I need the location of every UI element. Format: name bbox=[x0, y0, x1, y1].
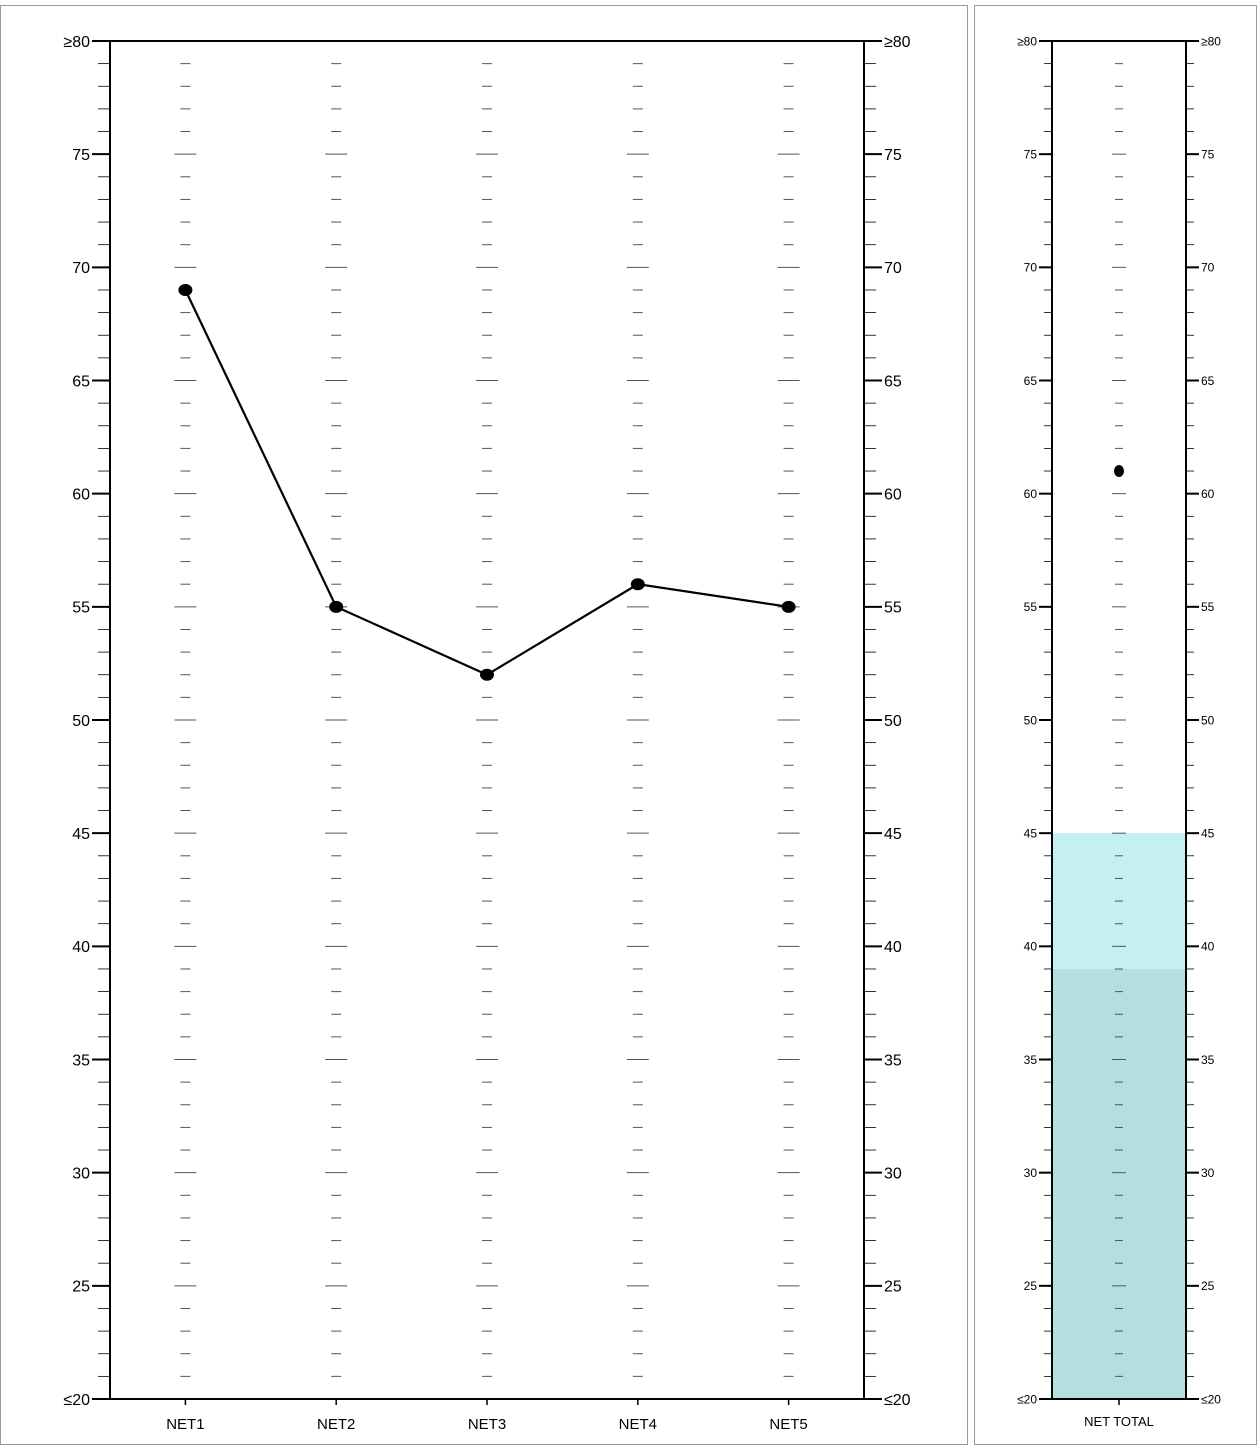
y-tick-label-right: ≥80 bbox=[884, 34, 911, 51]
y-tick-label-right: 30 bbox=[884, 1165, 902, 1182]
y-tick-label-left: 65 bbox=[72, 373, 90, 390]
data-point-net5 bbox=[781, 600, 796, 613]
y-tick-label-left: 30 bbox=[72, 1165, 90, 1182]
y-tick-label-right: 55 bbox=[884, 600, 902, 617]
data-point-net1 bbox=[178, 283, 193, 296]
category-dash-column-4 bbox=[626, 63, 649, 1377]
y-tick-label-left: 70 bbox=[1024, 261, 1038, 275]
category-dash-column-1 bbox=[174, 63, 197, 1377]
category-dash-column-3 bbox=[476, 63, 498, 1377]
range-band-1 bbox=[1052, 968, 1186, 1399]
series-line-1 bbox=[184, 289, 789, 676]
main-chart: ≤20 ≤20 25 25 30 30 35 35 40 40 45 45 50 50 55 55 60 60 65… bbox=[63, 34, 911, 1433]
y-tick-label-left: 40 bbox=[1024, 940, 1038, 954]
y-tick-label-right: ≤20 bbox=[1201, 1392, 1221, 1406]
y-tick-label-left: 75 bbox=[1024, 147, 1038, 161]
y-tick-label-left: 40 bbox=[72, 939, 90, 956]
category-dash-column-5 bbox=[777, 63, 800, 1377]
y-tick-label-right: 35 bbox=[884, 1052, 902, 1069]
category-dash-column-2 bbox=[325, 63, 348, 1377]
y-tick-label-left: 50 bbox=[1024, 713, 1038, 727]
y-tick-label-left: ≥80 bbox=[1017, 34, 1037, 48]
y-tick-label-right: 50 bbox=[884, 713, 902, 730]
y-tick-label-left: 55 bbox=[72, 600, 90, 617]
data-point-net3 bbox=[480, 668, 494, 681]
y-tick-label-left: 25 bbox=[72, 1279, 90, 1296]
y-tick-label-left: 45 bbox=[72, 826, 90, 843]
y-tick-label-right: 45 bbox=[1201, 826, 1215, 840]
y-tick-label-left: 75 bbox=[72, 147, 90, 164]
y-tick-label-right: 40 bbox=[1201, 940, 1215, 954]
y-tick-label-right: 50 bbox=[1201, 713, 1215, 727]
y-tick-label-left: 55 bbox=[1024, 600, 1038, 614]
y-tick-label-right: 25 bbox=[884, 1279, 902, 1296]
y-tick-label-right: 75 bbox=[884, 147, 902, 164]
x-tick-label-net-total: NET TOTAL bbox=[1084, 1414, 1154, 1429]
total-chart: ≤20 ≤20 25 25 30 30 35 35 40 40 45 45 50 50 55 55 60 60 65… bbox=[1017, 34, 1221, 1429]
y-tick-label-left: ≤20 bbox=[63, 1392, 90, 1409]
y-tick-label-right: 70 bbox=[1201, 261, 1215, 275]
x-tick-label-net5: NET5 bbox=[769, 1416, 807, 1433]
x-tick-label-net3: NET3 bbox=[468, 1416, 506, 1433]
y-tick-label-right: 25 bbox=[1201, 1279, 1215, 1293]
y-tick-label-right: ≥80 bbox=[1201, 34, 1221, 48]
y-tick-label-right: 65 bbox=[1201, 374, 1215, 388]
y-tick-label-left: 25 bbox=[1024, 1279, 1038, 1293]
y-tick-label-left: 60 bbox=[1024, 487, 1038, 501]
y-tick-label-right: 30 bbox=[1201, 1166, 1215, 1180]
x-tick-label-net1: NET1 bbox=[166, 1416, 204, 1433]
y-tick-label-right: 60 bbox=[884, 486, 902, 503]
category-dash-column-1 bbox=[1112, 63, 1126, 1377]
y-tick-label-left: ≤20 bbox=[1017, 1392, 1037, 1406]
y-tick-label-left: 60 bbox=[72, 486, 90, 503]
y-tick-label-right: 45 bbox=[884, 826, 902, 843]
data-point-net-total bbox=[1114, 465, 1124, 478]
y-tick-label-left: 50 bbox=[72, 713, 90, 730]
data-point-net2 bbox=[329, 600, 344, 613]
y-tick-label-left: 70 bbox=[72, 260, 90, 277]
y-tick-label-right: 40 bbox=[884, 939, 902, 956]
y-tick-label-left: 30 bbox=[1024, 1166, 1038, 1180]
y-tick-label-left: 65 bbox=[1024, 374, 1038, 388]
y-tick-label-right: 60 bbox=[1201, 487, 1215, 501]
y-tick-label-right: 70 bbox=[884, 260, 902, 277]
y-tick-label-left: ≥80 bbox=[63, 34, 90, 51]
total-chart-panel: ≤20 ≤20 25 25 30 30 35 35 40 40 45 45 50 50 55 55 60 60 65… bbox=[974, 5, 1257, 1445]
y-tick-label-left: 35 bbox=[72, 1052, 90, 1069]
y-tick-label-right: 65 bbox=[884, 373, 902, 390]
y-tick-label-right: 35 bbox=[1201, 1053, 1215, 1067]
y-tick-label-left: 35 bbox=[1024, 1053, 1038, 1067]
x-tick-label-net2: NET2 bbox=[317, 1416, 355, 1433]
data-point-net4 bbox=[630, 578, 645, 591]
y-tick-label-right: 75 bbox=[1201, 147, 1215, 161]
y-tick-label-left: 45 bbox=[1024, 826, 1038, 840]
y-tick-label-right: ≤20 bbox=[884, 1392, 911, 1409]
main-chart-panel: ≤20 ≤20 25 25 30 30 35 35 40 40 45 45 50 50 55 55 60 60 65… bbox=[0, 5, 968, 1445]
y-tick-label-right: 55 bbox=[1201, 600, 1215, 614]
x-tick-label-net4: NET4 bbox=[619, 1416, 657, 1433]
